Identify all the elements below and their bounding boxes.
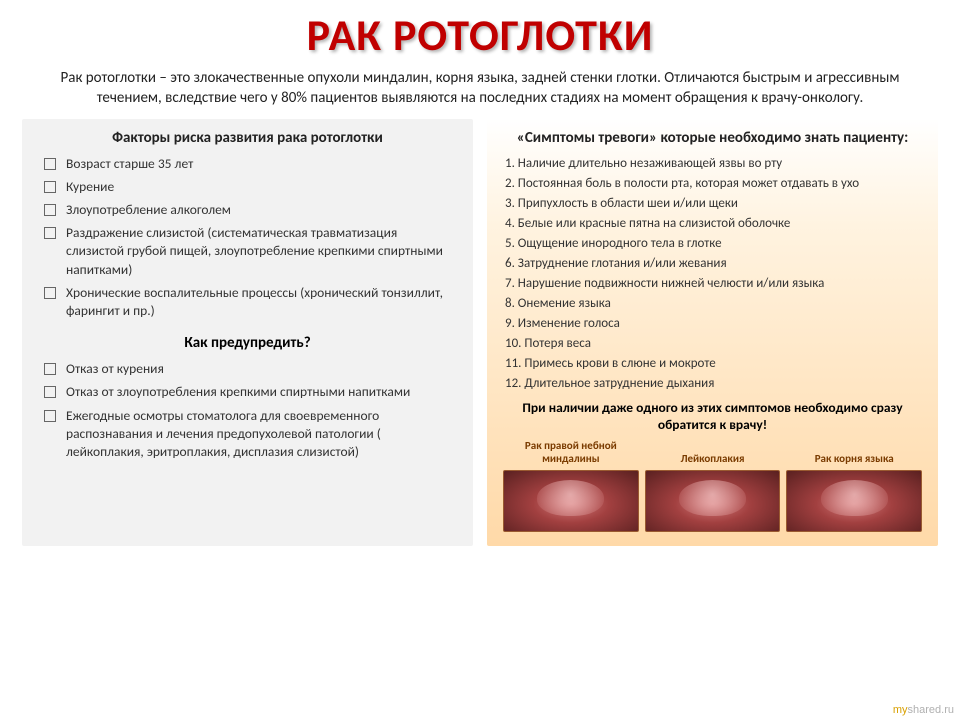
list-item: 1. Наличие длительно незаживающей язвы в… [505,155,922,173]
image-cell: Рак корня языка [786,440,922,532]
prevention-heading: Как предупредить? [38,334,457,352]
watermark-suffix: shared.ru [908,704,954,716]
list-item: 9. Изменение голоса [505,315,922,333]
list-item: 5. Ощущение инородного тела в глотке [505,235,922,253]
list-item: 6. Затруднение глотания и/или жевания [505,255,922,273]
list-item: 8. Онемение языка [505,295,922,313]
list-item: 12. Длительное затруднение дыхания [505,375,922,393]
list-item: 11. Примесь крови в слюне и мокроте [505,355,922,373]
prevention-list: Отказ от курения Отказ от злоупотреблени… [38,360,457,461]
list-item: 3. Припухлость в области шеи и/или щеки [505,195,922,213]
right-column: «Симптомы тревоги» которые необходимо зн… [487,119,938,546]
list-item: Отказ от курения [44,360,457,378]
symptoms-heading: «Симптомы тревоги» которые необходимо зн… [503,129,922,147]
watermark-prefix: my [893,704,908,716]
list-item: 10. Потеря веса [505,335,922,353]
page-title: РАК РОТОГЛОТКИ [0,0,960,62]
list-item: Курение [44,178,457,196]
intro-paragraph: Рак ротоглотки – это злокачественные опу… [0,62,960,119]
list-item: Отказ от злоупотребления крепкими спиртн… [44,383,457,401]
risks-heading: Факторы риска развития рака ротоглотки [38,129,457,147]
list-item: 2. Постоянная боль в полости рта, котора… [505,175,922,193]
list-item: Раздражение слизистой (систематическая т… [44,224,457,279]
list-item: 7. Нарушение подвижности нижней челюсти … [505,275,922,293]
image-cell: Рак правой небной миндалины [503,440,639,532]
list-item: Злоупотребление алкоголем [44,201,457,219]
list-item: Хронические воспалительные процессы (хро… [44,284,457,320]
image-row: Рак правой небной миндалины Лейкоплакия … [503,440,922,532]
risks-list: Возраст старше 35 лет Курение Злоупотреб… [38,155,457,321]
columns-wrapper: Факторы риска развития рака ротоглотки В… [0,119,960,546]
symptoms-list: 1. Наличие длительно незаживающей язвы в… [503,155,922,393]
clinical-photo-placeholder [786,470,922,532]
image-caption: Рак правой небной миндалины [503,440,639,466]
image-caption: Рак корня языка [786,440,922,466]
list-item: Возраст старше 35 лет [44,155,457,173]
image-caption: Лейкоплакия [645,440,781,466]
closing-note: При наличии даже одного из этих симптомо… [503,399,922,434]
clinical-photo-placeholder [645,470,781,532]
left-column: Факторы риска развития рака ротоглотки В… [22,119,473,546]
watermark: myshared.ru [893,704,954,716]
clinical-photo-placeholder [503,470,639,532]
image-cell: Лейкоплакия [645,440,781,532]
list-item: Ежегодные осмотры стоматолога для своевр… [44,407,457,462]
list-item: 4. Белые или красные пятна на слизистой … [505,215,922,233]
